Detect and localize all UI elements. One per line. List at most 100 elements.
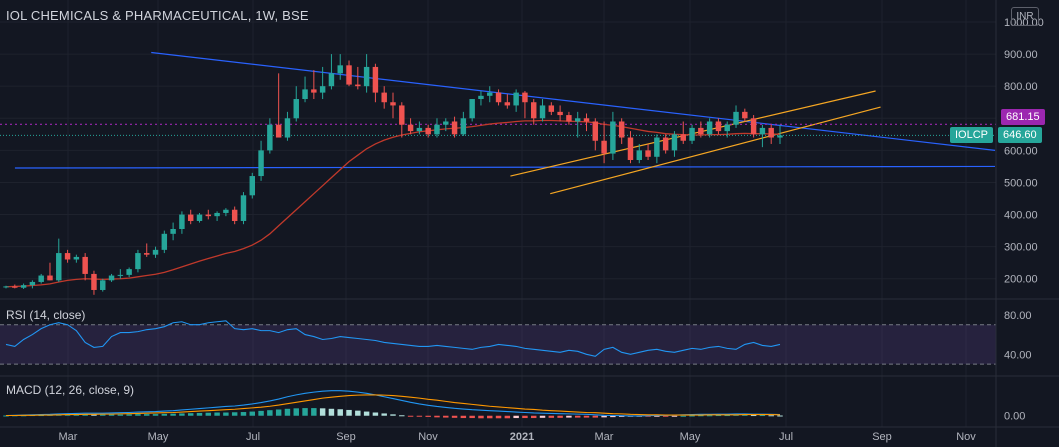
level-price-tag: 681.15 [1001,109,1045,125]
macd-line [5,390,781,417]
macd-histogram-bar [196,412,203,416]
rsi-label[interactable]: RSI (14, close) [6,308,86,322]
candle-body [566,115,572,122]
candle-body [487,92,493,96]
macd-histogram-bar [504,415,511,419]
macd-plot [3,390,783,419]
candle-body [231,209,238,221]
macd-histogram-bar [601,415,607,418]
candle-body [689,127,695,141]
macd-histogram-bar [706,415,713,417]
macd-histogram-bar [671,415,678,417]
time-tick-label: May [148,431,169,443]
macd-histogram-bar [557,415,563,418]
macd-histogram-bar [91,414,97,416]
candle-body [539,105,546,119]
macd-histogram-bar [170,413,176,416]
macd-histogram-bar [610,415,616,418]
price-tick-label: 400.00 [1004,210,1038,222]
macd-histogram-bar [522,415,528,419]
macd-histogram-bar [64,414,71,416]
macd-histogram-bar [487,415,493,419]
moving-average [5,119,781,288]
candle-body [91,273,97,290]
candle-body [258,150,264,177]
candle-body [275,124,282,138]
candle-body [372,66,379,93]
symbol-tag: IOLCP [950,127,994,143]
rsi-axis: 80.00 40.00 [1004,310,1032,361]
macd-histogram-bar [161,413,168,416]
price-grid [0,0,996,427]
macd-histogram-bar [381,413,387,416]
candle-body [284,118,291,138]
macd-histogram-bar [513,415,519,419]
candle-body [381,92,387,103]
macd-histogram-bar [742,414,748,416]
rsi-tick-label: 80.00 [1004,310,1032,322]
candle-body [337,65,343,74]
macd-histogram-bar [539,415,546,418]
macd-histogram-bar [205,412,212,416]
time-tick-label: Mar [595,431,614,443]
macd-histogram-bar [574,415,581,418]
macd-histogram-bar [100,414,106,416]
macd-histogram-bar [187,413,194,416]
macd-histogram-bar [258,410,264,416]
macd-histogram-bar [249,411,255,416]
macd-histogram-bar [478,415,484,419]
candle-body [583,118,590,122]
macd-histogram-bar [777,415,783,417]
currency-label[interactable]: INR [1011,7,1039,26]
macd-histogram-bar [346,409,352,416]
candle-body [416,127,423,132]
candle-body [425,127,431,135]
macd-axis: 0.00 [1004,411,1025,423]
macd-histogram-bar [425,415,431,417]
macd-histogram-bar [407,415,414,417]
macd-histogram-bar [319,408,326,416]
candle-body [196,214,203,221]
candle-body [522,92,528,103]
candle-body [3,286,9,288]
candlesticks [3,54,783,295]
macd-histogram-bar [416,415,423,417]
macd-histogram-bar [654,415,660,417]
macd-histogram-bar [399,415,405,417]
candle-body [73,256,80,260]
candle-body [240,195,247,221]
macd-histogram-bar [293,408,299,416]
candle-body [214,212,220,217]
last-price-tag: 646.60 [998,127,1042,143]
price-tick-label: 300.00 [1004,242,1038,254]
macd-histogram-bar [144,414,150,416]
macd-histogram-bar [117,414,124,416]
candle-body [161,233,168,250]
macd-histogram-bar [768,415,774,417]
price-tick-label: 1000.00 [1004,17,1044,29]
candle-body [654,137,660,157]
candle-body [733,111,739,125]
candle-body [346,65,352,85]
candle-body [662,137,669,151]
candle-body [750,118,757,135]
price-pane: 1000.00900.00800.00700.00600.00500.00400… [0,0,1044,427]
candle-body [706,121,713,135]
candle-body [399,105,405,125]
candle-body [768,127,774,138]
rsi-line [5,320,781,357]
macd-label[interactable]: MACD (12, 26, close, 9) [6,383,135,397]
candle-body [592,121,599,141]
price-tick-label: 800.00 [1004,81,1038,93]
candle-body [108,275,115,281]
candle-body [302,89,308,100]
candle-body [328,73,335,87]
macd-histogram-bar [566,415,572,418]
candle-body [64,253,71,260]
macd-histogram-bar [214,412,220,416]
macd-histogram-bar [108,414,115,416]
macd-histogram-bar [460,415,467,419]
candle-body [671,134,678,151]
candle-body [636,150,642,160]
candle-body [469,99,475,119]
